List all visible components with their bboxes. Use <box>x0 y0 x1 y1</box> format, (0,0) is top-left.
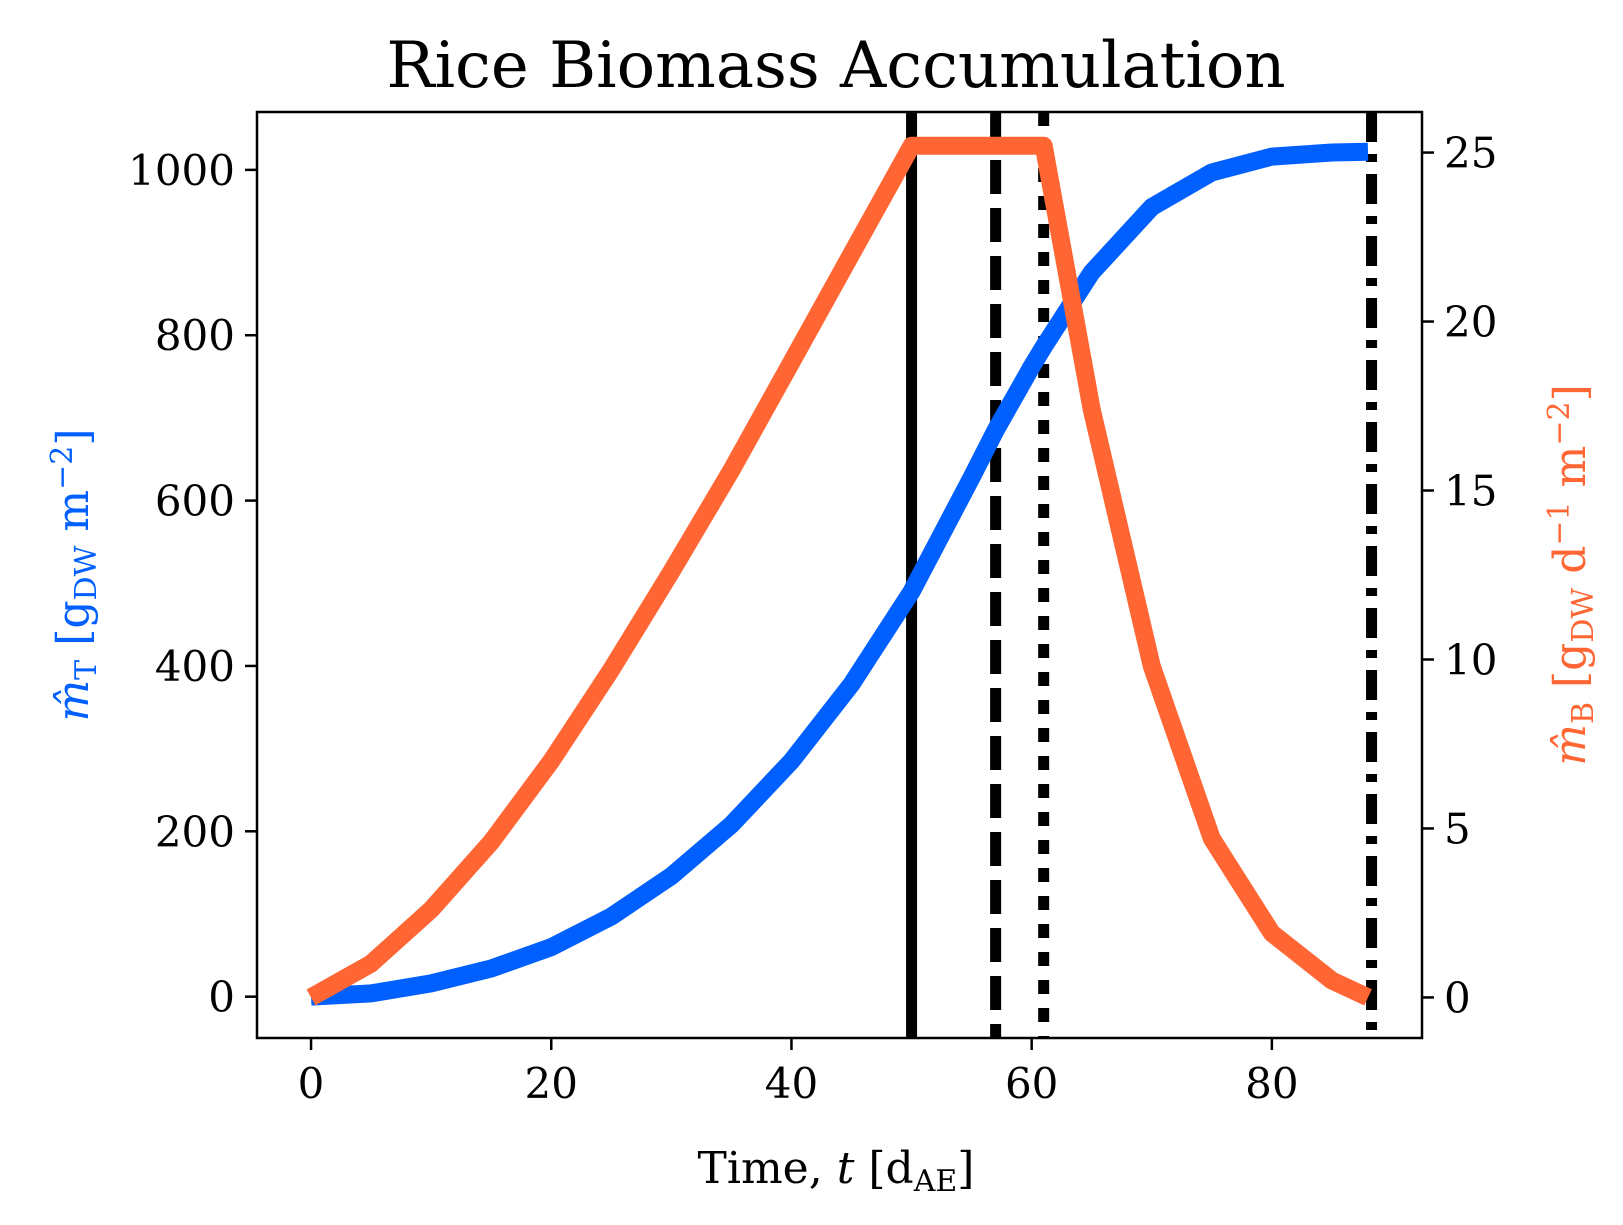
y-left-tick-label: 800 <box>155 311 235 360</box>
x-tick-label: 40 <box>765 1059 818 1108</box>
y-right-tick-label: 20 <box>1444 298 1497 347</box>
y-left-tick-label: 600 <box>155 477 235 526</box>
y-right-tick-label: 5 <box>1444 804 1471 853</box>
y-axis-left-label: m̂T [gDW m−2] <box>45 428 104 721</box>
y-left-tick-label: 1000 <box>128 146 235 195</box>
series-line-right <box>306 136 1372 1006</box>
y-left-tick-label: 200 <box>155 807 235 856</box>
x-tick-label: 20 <box>525 1059 578 1108</box>
x-axis-label: Time, t [dAE] <box>698 1143 975 1199</box>
y-left-tick-label: 0 <box>208 973 235 1022</box>
y-left-tick-label: 400 <box>155 642 235 691</box>
chart-title: Rice Biomass Accumulation <box>386 29 1285 103</box>
y-right-tick-label: 25 <box>1444 129 1497 178</box>
series-line-left <box>310 142 1369 1006</box>
plot-frame <box>255 110 1424 1040</box>
x-tick-label: 80 <box>1245 1059 1298 1108</box>
y-right-tick-label: 10 <box>1444 635 1497 684</box>
x-tick-label: 60 <box>1005 1059 1058 1108</box>
x-tick-label: 0 <box>298 1059 325 1108</box>
y-right-tick-label: 0 <box>1444 973 1471 1022</box>
y-right-tick-label: 15 <box>1444 467 1497 516</box>
y-axis-right-label: m̂B [gDW d−1 m−2] <box>1542 384 1601 766</box>
